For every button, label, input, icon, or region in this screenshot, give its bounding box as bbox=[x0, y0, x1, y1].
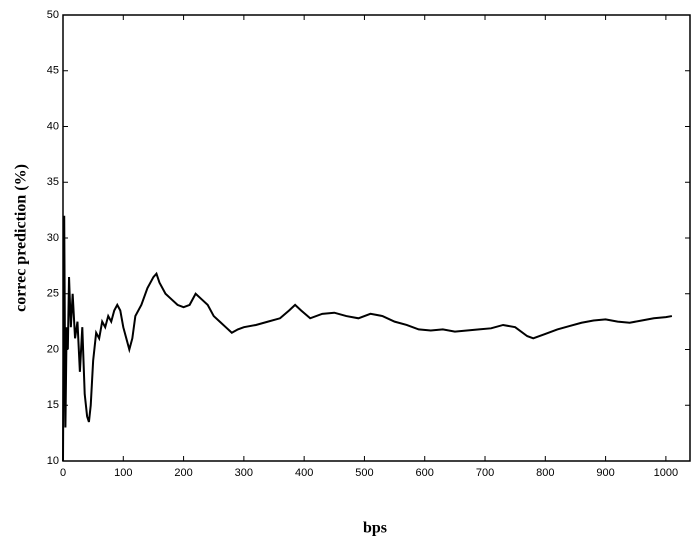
x-tick-label: 500 bbox=[355, 467, 373, 479]
y-tick-label: 15 bbox=[47, 399, 59, 411]
plot-frame bbox=[63, 15, 690, 461]
y-axis-label: correc prediction (%) bbox=[13, 164, 30, 312]
y-tick-label: 45 bbox=[47, 65, 59, 77]
y-tick-label: 30 bbox=[47, 232, 59, 244]
x-tick-label: 900 bbox=[596, 467, 614, 479]
y-tick-label: 40 bbox=[47, 120, 59, 132]
y-tick-label: 50 bbox=[47, 9, 59, 21]
chart: bps correc prediction (%) 10 15 20 25 30 35 40… bbox=[0, 0, 691, 541]
x-tick-label: 600 bbox=[416, 467, 434, 479]
x-tick-label: 1000 bbox=[654, 467, 678, 479]
x-tick-label: 700 bbox=[476, 467, 494, 479]
x-tick-label: 400 bbox=[295, 467, 313, 479]
x-tick-label: 200 bbox=[174, 467, 192, 479]
x-tick-label: 300 bbox=[235, 467, 253, 479]
y-tick-label: 20 bbox=[47, 343, 59, 355]
data-line bbox=[63, 216, 672, 461]
x-tick-label: 0 bbox=[60, 467, 66, 479]
x-axis-label: bps bbox=[363, 520, 387, 537]
y-tick-label: 35 bbox=[47, 176, 59, 188]
y-tick-label: 10 bbox=[47, 455, 59, 467]
y-tick-label: 25 bbox=[47, 288, 59, 300]
x-tick-label: 800 bbox=[536, 467, 554, 479]
x-tick-label: 100 bbox=[114, 467, 132, 479]
